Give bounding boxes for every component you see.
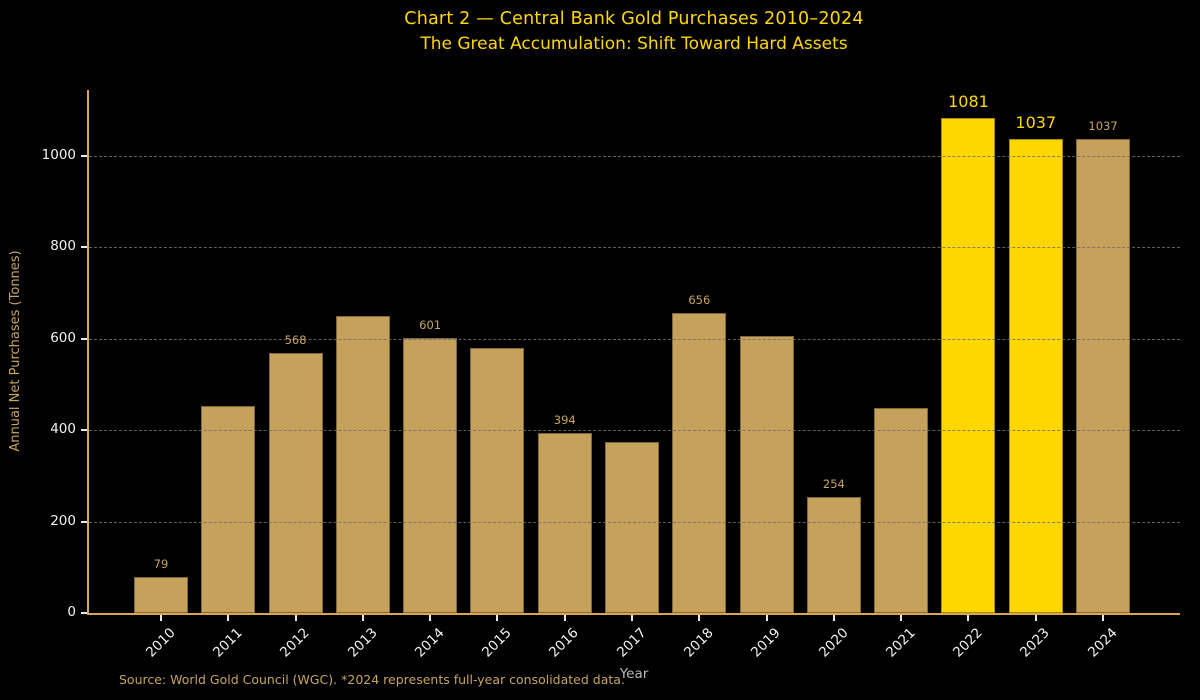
xtick-label-2013: 2013 — [344, 625, 381, 661]
bar-2010 — [134, 576, 188, 613]
bar-2022 — [941, 118, 996, 613]
xtick-label-2010: 2010 — [142, 625, 179, 661]
ytick-label-400: 400 — [50, 421, 76, 437]
xtick-label-2011: 2011 — [210, 625, 246, 661]
bar-value-label-2010: 79 — [153, 556, 169, 571]
bar-2024 — [1076, 138, 1131, 613]
bar-2020 — [806, 496, 861, 613]
xtick-mark-2015 — [496, 615, 499, 621]
xtick-label-2019: 2019 — [748, 625, 784, 661]
ytick-mark-0 — [81, 612, 87, 614]
xtick-mark-2010 — [160, 615, 162, 621]
xtick-label-2024: 2024 — [1084, 625, 1121, 661]
bar-value-label-2020: 254 — [822, 476, 845, 491]
xtick-label-2014: 2014 — [411, 625, 448, 661]
xtick-label-2021: 2021 — [882, 625, 919, 661]
bar-value-label-2018: 656 — [688, 292, 711, 307]
xtick-label-2022: 2022 — [950, 625, 986, 661]
xtick-mark-2024 — [1102, 615, 1105, 621]
xtick-mark-2014 — [429, 615, 432, 621]
xtick-mark-2022 — [967, 615, 970, 621]
x-axis-label: Year — [619, 666, 649, 682]
chart-subtitle: The Great Accumulation: Shift Toward Har… — [420, 34, 848, 54]
xtick-label-2023: 2023 — [1017, 625, 1054, 661]
ytick-mark-600 — [81, 337, 87, 340]
bar-value-label-2022: 1081 — [948, 92, 989, 112]
bar-2019 — [739, 336, 794, 613]
bar-2012 — [268, 353, 323, 613]
xtick-mark-2021 — [900, 615, 903, 621]
xtick-label-2018: 2018 — [681, 625, 717, 661]
gridline-400 — [89, 430, 1180, 431]
bar-value-label-2016: 394 — [553, 412, 576, 427]
bar-2016 — [537, 432, 592, 613]
ytick-mark-800 — [81, 246, 87, 248]
xtick-mark-2018 — [698, 615, 701, 621]
ytick-label-600: 600 — [50, 329, 76, 346]
bar-2013 — [335, 315, 390, 613]
xtick-label-2015: 2015 — [479, 625, 515, 661]
xtick-mark-2012 — [294, 615, 297, 621]
xtick-mark-2013 — [361, 615, 364, 621]
bar-2023 — [1008, 138, 1063, 613]
bar-2011 — [201, 406, 256, 613]
xtick-label-2012: 2012 — [277, 625, 313, 661]
xtick-mark-2023 — [1034, 615, 1037, 621]
xtick-mark-2019 — [765, 615, 768, 621]
bar-2017 — [605, 441, 660, 613]
gridline-800 — [89, 247, 1180, 248]
bar-2014 — [403, 338, 458, 613]
bar-value-label-2024: 1037 — [1088, 118, 1118, 133]
ytick-label-800: 800 — [50, 238, 76, 254]
ytick-mark-400 — [81, 429, 87, 431]
xtick-mark-2017 — [631, 615, 634, 621]
ytick-label-0: 0 — [67, 604, 76, 620]
bar-value-label-2014: 601 — [419, 318, 442, 333]
y-axis-spine — [87, 90, 89, 615]
xtick-label-2020: 2020 — [815, 625, 852, 661]
gridline-600 — [89, 338, 1180, 340]
xtick-label-2016: 2016 — [546, 625, 583, 661]
xtick-mark-2011 — [227, 615, 230, 621]
source-note: Source: World Gold Council (WGC). *2024 … — [119, 672, 625, 687]
xtick-label-2017: 2017 — [613, 625, 650, 661]
ytick-mark-1000 — [81, 154, 87, 157]
xtick-mark-2016 — [563, 615, 566, 621]
x-axis-spine — [87, 613, 1180, 615]
ytick-mark-200 — [81, 520, 87, 523]
bar-value-label-2012: 568 — [284, 333, 307, 348]
xtick-mark-2020 — [832, 615, 835, 621]
bar-2021 — [874, 408, 929, 613]
gridline-200 — [89, 521, 1180, 523]
bar-2015 — [470, 348, 525, 613]
ytick-label-1000: 1000 — [41, 146, 76, 163]
ytick-label-200: 200 — [50, 512, 76, 529]
chart-title: Chart 2 — Central Bank Gold Purchases 20… — [404, 9, 864, 29]
bar-2018 — [672, 312, 727, 613]
bar-value-label-2023: 1037 — [1015, 112, 1057, 132]
gridline-1000 — [89, 155, 1180, 157]
